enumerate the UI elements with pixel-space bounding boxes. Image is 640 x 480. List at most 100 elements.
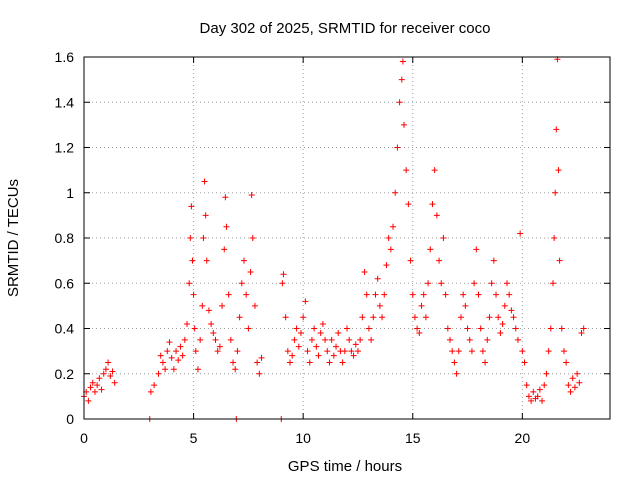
data-point: [291, 336, 298, 343]
data-point: [569, 375, 576, 382]
data-point: [462, 302, 469, 309]
y-tick-label: 0.2: [55, 366, 75, 382]
data-point: [289, 352, 296, 359]
data-point: [490, 257, 497, 264]
data-point: [175, 357, 182, 364]
data-point: [85, 397, 92, 404]
data-point: [203, 257, 210, 264]
data-point: [422, 314, 429, 321]
data-point: [192, 348, 199, 355]
data-point: [197, 336, 204, 343]
data-point: [354, 348, 361, 355]
data-point: [558, 325, 565, 332]
data-point: [210, 330, 217, 337]
data-point: [361, 268, 368, 275]
data-point: [381, 291, 388, 298]
x-tick-label: 0: [80, 430, 88, 446]
data-point: [552, 189, 559, 196]
data-point: [284, 348, 291, 355]
data-point: [438, 280, 445, 287]
data-point: [567, 388, 574, 395]
data-point: [214, 348, 221, 355]
data-point: [571, 384, 578, 391]
data-point: [222, 194, 229, 201]
data-point: [199, 302, 206, 309]
data-point: [460, 291, 467, 298]
data-point: [202, 212, 209, 219]
data-point: [308, 336, 315, 343]
data-point: [333, 343, 340, 350]
data-point: [400, 121, 407, 128]
data-point: [530, 388, 537, 395]
data-point: [287, 359, 294, 366]
data-point: [102, 366, 109, 373]
data-point: [188, 203, 195, 210]
data-point: [348, 348, 355, 355]
data-point: [514, 336, 521, 343]
data-point: [191, 325, 198, 332]
data-point: [370, 314, 377, 321]
data-point: [151, 382, 158, 389]
data-point: [390, 223, 397, 230]
data-point: [376, 302, 383, 309]
data-point: [499, 320, 506, 327]
data-point: [344, 325, 350, 332]
data-point: [254, 359, 261, 366]
data-point: [525, 393, 532, 400]
data-point: [173, 348, 180, 355]
data-point: [87, 384, 94, 391]
data-point: [179, 352, 186, 359]
data-point: [580, 325, 587, 332]
data-point: [545, 348, 552, 355]
data-point: [449, 348, 456, 355]
data-point: [539, 397, 546, 404]
data-point: [187, 235, 194, 241]
data-point: [541, 382, 548, 389]
data-point: [392, 189, 399, 196]
data-point: [398, 76, 405, 83]
data-point: [155, 370, 162, 377]
data-point: [200, 235, 207, 241]
plot-frame: [83, 56, 611, 420]
data-point: [98, 386, 105, 393]
data-point: [105, 359, 112, 366]
data-point: [243, 291, 250, 298]
data-point: [221, 246, 228, 253]
y-tick-label: 0.8: [55, 230, 75, 246]
data-point: [304, 348, 311, 355]
data-point: [536, 386, 543, 393]
data-point: [563, 359, 570, 366]
data-point: [230, 359, 237, 366]
data-point: [300, 314, 307, 321]
data-point: [205, 307, 212, 314]
data-point: [547, 325, 554, 332]
data-point: [479, 348, 486, 355]
data-point: [164, 348, 171, 355]
data-point: [512, 325, 519, 332]
data-point: [240, 257, 247, 264]
data-point: [247, 268, 254, 275]
data-point: [488, 280, 495, 287]
data-point: [147, 388, 154, 395]
data-point: [249, 235, 256, 241]
data-point: [177, 343, 184, 350]
data-point: [486, 314, 493, 321]
data-point: [451, 359, 458, 366]
data-point: [543, 370, 550, 377]
data-point: [159, 359, 166, 366]
data-point: [495, 314, 502, 321]
data-point: [190, 291, 197, 298]
data-point: [482, 359, 489, 366]
data-point: [396, 99, 403, 106]
data-point: [181, 336, 188, 343]
data-point: [186, 280, 193, 287]
data-point: [236, 314, 243, 321]
data-point: [555, 167, 562, 174]
y-axis-label: SRMTID / TECUs: [5, 179, 22, 297]
data-point: [96, 375, 103, 382]
data-point: [245, 325, 252, 332]
data-point: [238, 280, 245, 287]
data-point: [399, 58, 406, 65]
data-point: [350, 352, 357, 359]
